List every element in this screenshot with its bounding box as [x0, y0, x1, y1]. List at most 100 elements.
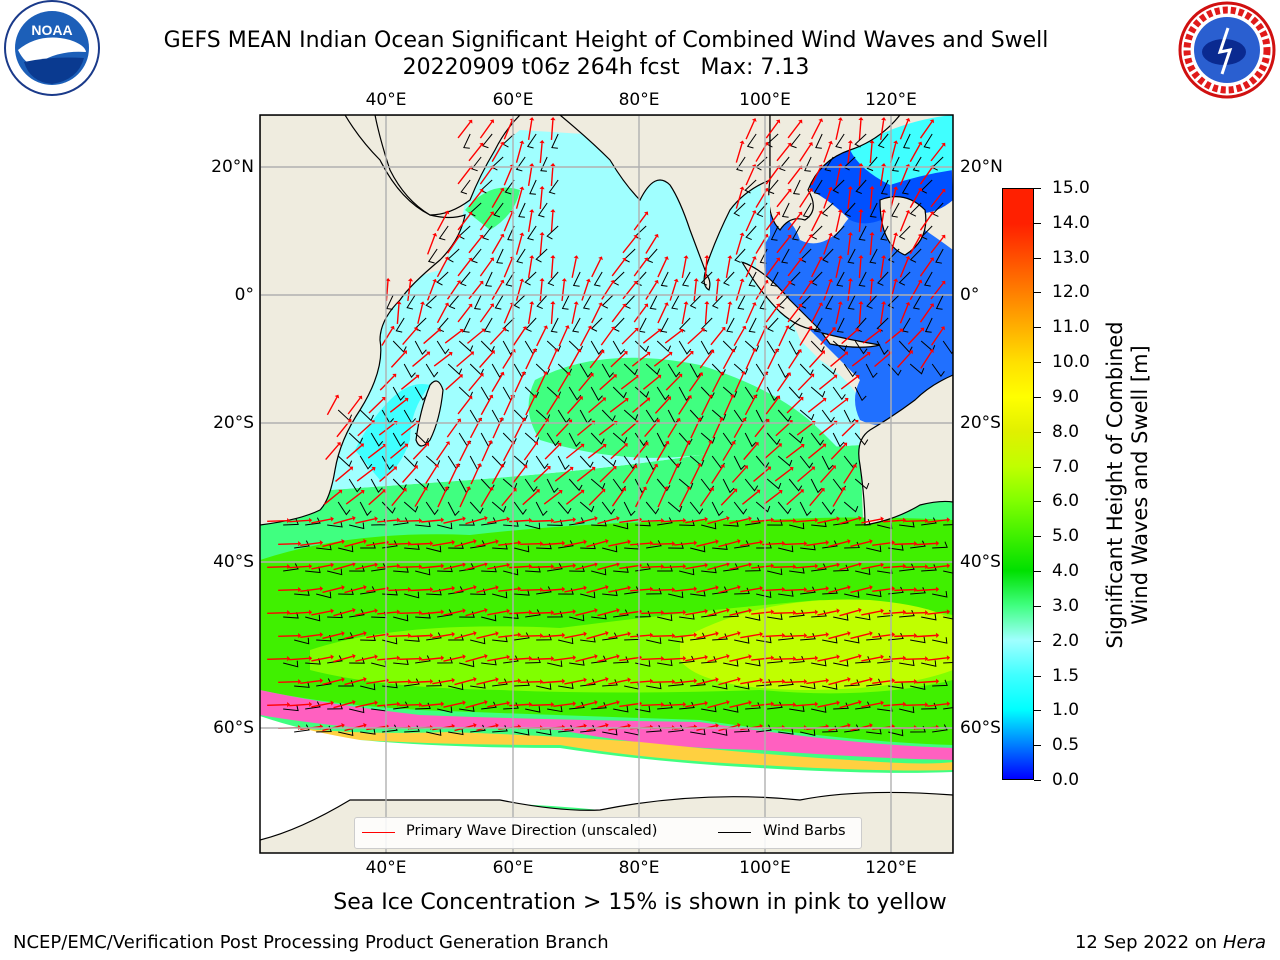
wind-barb	[832, 179, 845, 194]
wind-barb	[602, 679, 618, 687]
wave-direction-arrowhead	[308, 701, 313, 707]
wind-barb-label: Wind Barbs	[763, 823, 846, 839]
wind-barb	[910, 683, 926, 690]
wind-barb	[524, 478, 538, 493]
wave-direction-arrow	[858, 211, 862, 233]
wind-barb	[854, 386, 867, 402]
wave-direction-arrowhead	[770, 563, 775, 569]
wave-direction-arrow	[608, 679, 629, 685]
wind-barb	[491, 455, 506, 468]
wave-direction-arrowhead	[869, 140, 875, 144]
wave-direction-arrowhead	[914, 587, 918, 593]
wave-direction-arrow	[818, 422, 836, 436]
wave-direction-arrow	[597, 701, 618, 709]
colorbar-title-line1: Significant Height of Combined	[1103, 321, 1127, 649]
wave-direction-arrow	[457, 305, 471, 323]
wave-direction-arrowhead	[667, 396, 671, 401]
wave-direction-arrow	[539, 188, 543, 210]
wind-barb	[689, 501, 704, 515]
wind-barb	[657, 517, 673, 526]
wave-direction-arrowhead	[634, 327, 639, 332]
wave-direction-arrow	[799, 144, 812, 162]
wave-direction-arrow	[479, 305, 493, 323]
wave-direction-arrow	[311, 656, 332, 662]
wave-direction-arrowhead	[561, 632, 566, 638]
wave-direction-arrow	[839, 517, 859, 525]
wave-direction-arrow	[368, 398, 384, 414]
wave-direction-arrow	[417, 304, 424, 324]
wave-direction-arrow	[899, 212, 909, 232]
wave-direction-arrow	[498, 588, 519, 592]
wave-direction-arrowhead	[551, 702, 555, 708]
wave-direction-arrow	[432, 587, 453, 593]
lon-tick-bottom-120e: 120°E	[865, 858, 917, 878]
wave-direction-arrowhead	[661, 655, 665, 662]
colorbar-tick-mark	[1034, 362, 1041, 364]
wave-direction-arrow	[858, 303, 862, 325]
wave-direction-arrowhead	[522, 326, 527, 331]
wind-barb	[877, 271, 889, 286]
wave-direction-arrowhead	[820, 488, 825, 493]
wave-direction-arrowhead	[946, 563, 951, 569]
wave-direction-arrowhead	[822, 443, 827, 448]
wave-direction-arrow	[525, 350, 536, 370]
wave-direction-arrowhead	[402, 487, 407, 492]
wind-barb	[744, 432, 757, 448]
wave-direction-arrow	[491, 465, 503, 485]
wave-direction-arrow	[776, 282, 790, 300]
wave-direction-arrow	[366, 587, 387, 593]
wave-direction-arrow	[718, 540, 739, 548]
wave-direction-arrow	[575, 563, 596, 571]
wind-barb	[425, 363, 439, 378]
wind-barb	[580, 635, 596, 643]
wave-direction-arrowhead	[468, 303, 473, 308]
wave-direction-arrow	[267, 657, 288, 661]
wave-direction-arrow	[765, 167, 779, 185]
wave-direction-arrowhead	[540, 587, 544, 593]
wave-direction-arrowhead	[693, 678, 698, 684]
wind-barb	[535, 248, 548, 263]
wave-direction-arrowhead	[523, 464, 528, 469]
wind-barb	[767, 613, 783, 621]
wind-barb	[755, 501, 771, 513]
wave-direction-arrowhead	[551, 656, 555, 662]
wave-direction-arrow	[531, 657, 552, 661]
wind-barb	[800, 543, 816, 551]
wind-barb	[821, 409, 835, 423]
wave-direction-arrow	[778, 327, 789, 347]
wave-direction-arrow	[927, 565, 948, 569]
wave-direction-arrow	[591, 258, 602, 278]
wave-direction-arrowhead	[462, 608, 466, 614]
wave-direction-arrowhead	[374, 562, 378, 568]
wind-barb	[403, 501, 419, 513]
wave-direction-arrow	[608, 541, 629, 547]
wind-barb	[679, 568, 695, 576]
wave-direction-arrow	[503, 304, 513, 324]
wave-direction-arrow	[432, 633, 453, 639]
wave-direction-arrow	[883, 519, 904, 523]
wind-barb	[601, 363, 614, 378]
wave-direction-arrowhead	[415, 374, 420, 379]
wind-barb	[770, 271, 779, 287]
wave-direction-arrow	[776, 374, 790, 392]
wave-direction-arrow	[407, 280, 412, 302]
wind-barb	[393, 566, 409, 573]
colorbar-tick-mark	[1034, 571, 1041, 573]
lat-tick-right-40s: 40°S	[960, 552, 1001, 572]
wave-direction-arrowhead	[759, 585, 763, 591]
wave-direction-arrowhead	[881, 255, 887, 259]
wave-direction-arrowhead	[858, 255, 864, 259]
wave-direction-arrow	[653, 353, 671, 367]
wave-direction-arrow	[347, 397, 361, 415]
wave-direction-arrow	[578, 374, 593, 392]
chart-subtitle: 20220909 t06z 264h fcst Max: 7.13	[402, 55, 810, 80]
wave-direction-arrow	[905, 611, 926, 615]
wave-direction-arrow	[410, 680, 431, 684]
wave-direction-arrowhead	[569, 466, 574, 471]
wave-direction-arrowhead	[352, 561, 356, 567]
lat-tick-right-60s: 60°S	[960, 718, 1001, 738]
wind-barb	[943, 524, 953, 526]
wave-direction-arrowhead	[664, 302, 669, 307]
wave-direction-arrow	[835, 120, 842, 140]
wave-direction-arrowhead	[543, 325, 548, 330]
